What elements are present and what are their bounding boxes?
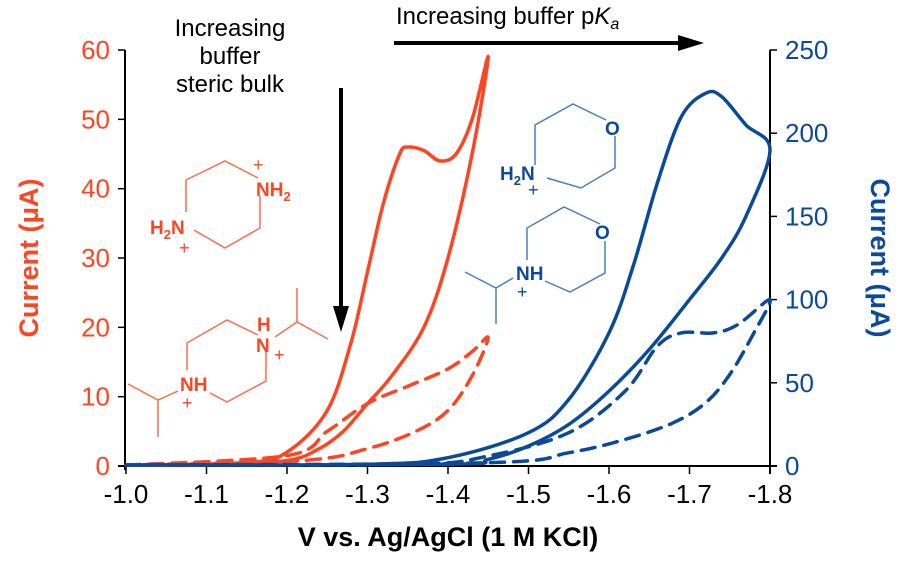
left-y-tick-label: 50	[81, 104, 110, 134]
pka-annotation: Increasing buffer pKa	[394, 3, 704, 51]
piperazine-nh2-label: NH2	[256, 180, 291, 204]
x-tick-label: -1.0	[104, 479, 149, 509]
left-y-tick-label: 0	[96, 451, 110, 481]
x-tick-label: -1.4	[426, 479, 471, 509]
series-line-right-solid	[124, 89, 772, 467]
x-tick-label: -1.8	[748, 479, 793, 509]
morph-o-label: O	[605, 119, 620, 140]
series-line-left-solid	[124, 55, 490, 468]
pka-annotation-text: Increasing buffer pKa	[396, 3, 619, 33]
series-line-left-dashed	[124, 335, 490, 467]
left-y-axis-title: Current (μA)	[14, 178, 44, 337]
left-y-tick-label: 40	[81, 174, 110, 204]
x-axis-title: V vs. Ag/AgCl (1 M KCl)	[298, 522, 599, 552]
dipp-n-label: N	[256, 336, 270, 357]
right-y-tick-label: 50	[785, 368, 814, 398]
ipmorph-nh-label: NH	[516, 264, 543, 285]
plus-sign: +	[253, 155, 264, 175]
series-layer	[124, 55, 773, 468]
right-y-ticks: 0 50 100 150 200 250	[770, 35, 828, 481]
right-y-axis-title: Current (μA)	[865, 178, 895, 337]
morpholine-structure	[534, 103, 616, 189]
plus-sign: +	[182, 393, 193, 413]
left-y-tick-label: 20	[81, 312, 110, 342]
right-y-tick-label: 0	[785, 451, 799, 481]
ipmorph-o-label: O	[595, 223, 610, 244]
piperazine-labels: + NH2 H2N +	[150, 155, 291, 258]
left-y-tick-label: 30	[81, 243, 110, 273]
right-y-tick-label: 100	[785, 285, 828, 315]
x-tick-label: -1.2	[265, 479, 310, 509]
x-tick-label: -1.5	[506, 479, 551, 509]
isopropylmorpholine-structure	[464, 206, 606, 324]
arrow-right-icon	[678, 35, 704, 51]
diisopropylpiperazine-structure	[127, 288, 329, 437]
diisopropylpiperazine-labels: H N + NH +	[180, 315, 285, 413]
plus-sign: +	[179, 238, 190, 258]
morpholine-labels: O H2N +	[500, 119, 620, 200]
series-line-right-dashed	[124, 297, 773, 467]
x-tick-label: -1.3	[345, 479, 390, 509]
morph-h2n-label: H2N	[500, 164, 535, 188]
piperazine-structure	[185, 160, 261, 249]
dipp-nh-label: NH	[180, 375, 207, 396]
right-y-tick-label: 150	[785, 201, 828, 231]
x-tick-label: -1.7	[667, 479, 712, 509]
steric-bulk-annotation: Increasing buffer steric bulk	[175, 15, 349, 332]
plus-sign: +	[528, 180, 539, 200]
right-y-tick-label: 250	[785, 35, 828, 65]
plus-sign: +	[517, 282, 528, 302]
x-tick-label: -1.6	[587, 479, 632, 509]
piperazine-h2n-label: H2N	[150, 218, 185, 242]
steric-annotation-line-1: Increasing	[175, 15, 286, 42]
arrow-down-icon	[333, 306, 349, 332]
left-y-tick-label: 60	[81, 35, 110, 65]
isopropylmorpholine-labels: O NH +	[516, 223, 610, 302]
left-y-tick-label: 10	[81, 382, 110, 412]
steric-annotation-line-2: buffer	[200, 43, 261, 70]
right-y-tick-label: 200	[785, 118, 828, 148]
dipp-h-label: H	[257, 315, 271, 336]
steric-annotation-line-3: steric bulk	[176, 71, 285, 98]
plus-sign: +	[274, 345, 285, 365]
x-ticks: -1.0 -1.1 -1.2 -1.3 -1.4 -1.5 -1.6 -1.7 -1.8	[104, 466, 793, 509]
left-y-ticks: 0 10 20 30 40 50 60	[81, 35, 125, 481]
x-tick-label: -1.1	[184, 479, 229, 509]
